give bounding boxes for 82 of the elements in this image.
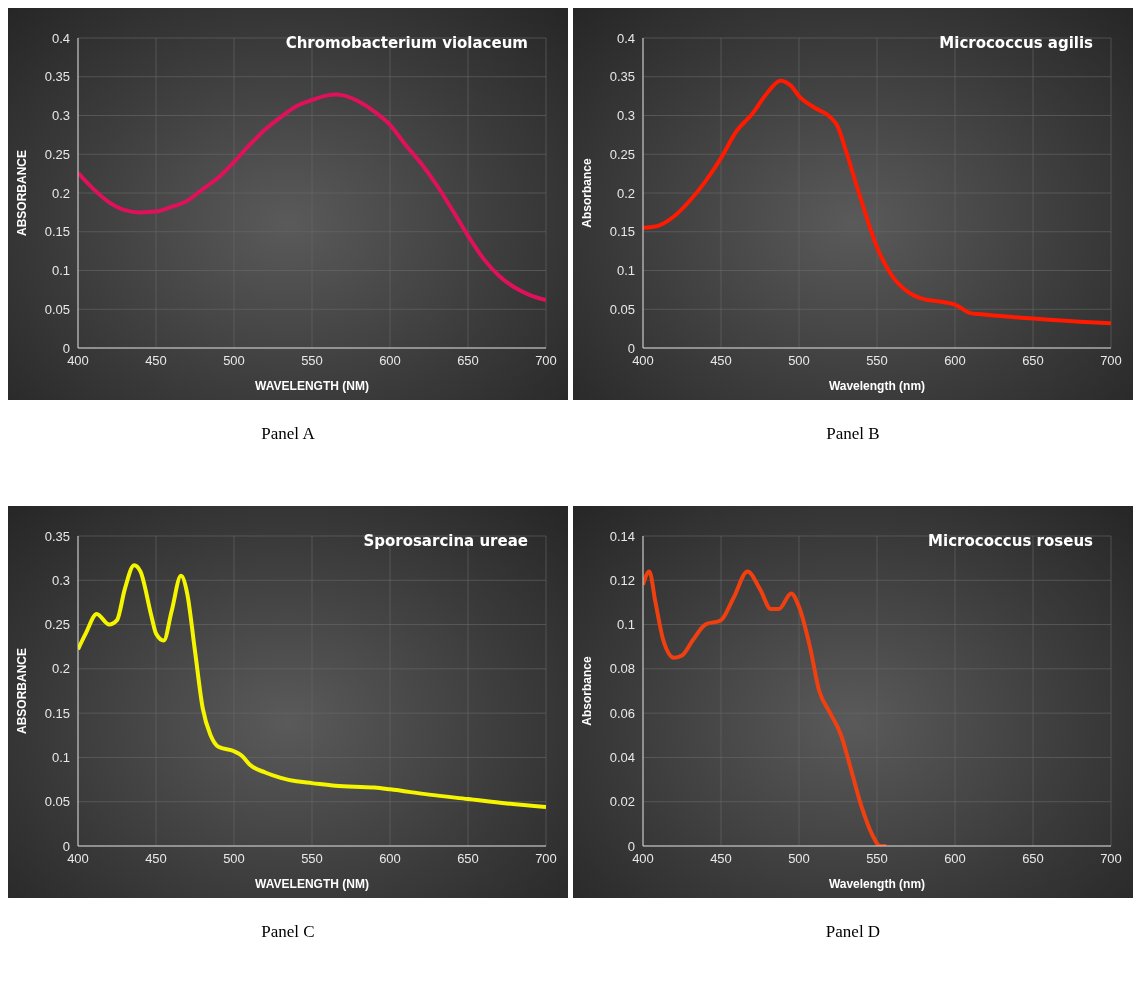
y-tick-label: 0.4 <box>616 30 635 46</box>
y-tick-label: 0.05 <box>44 301 70 317</box>
x-tick-label: 700 <box>1100 353 1122 369</box>
x-tick-label: 650 <box>1022 353 1044 369</box>
y-axis-title: ABSORBANCE <box>15 647 30 735</box>
x-tick-label: 450 <box>710 851 732 867</box>
y-tick-label: 0.25 <box>44 617 70 633</box>
x-tick-label: 600 <box>379 851 401 867</box>
x-tick-label: 650 <box>457 851 479 867</box>
line-series <box>78 92 546 302</box>
x-tick-label: 550 <box>866 851 888 867</box>
x-tick-label: 600 <box>944 851 966 867</box>
x-tick-label: 400 <box>632 353 654 369</box>
y-tick-label: 0.1 <box>51 263 70 279</box>
y-tick-label: 0.25 <box>609 146 635 162</box>
text: Panel A <box>260 424 316 444</box>
line-series <box>643 78 1111 326</box>
line-series <box>78 563 546 810</box>
text: Panel C <box>260 922 316 942</box>
y-tick-label: 0.1 <box>51 750 70 766</box>
x-tick-label: 500 <box>788 851 810 867</box>
y-tick-label: 0.04 <box>609 750 635 766</box>
x-tick-label: 700 <box>535 353 557 369</box>
chart-title: Chromobacterium violaceum <box>285 34 528 52</box>
y-tick-label: 0.08 <box>609 661 635 677</box>
y-tick-label: 0.3 <box>51 572 70 588</box>
chart-title: Sporosarcina ureae <box>363 532 528 550</box>
x-tick-label: 400 <box>632 851 654 867</box>
y-tick-label: 0.05 <box>44 794 70 810</box>
y-tick-label: 0.3 <box>616 108 635 124</box>
y-tick-label: 0 <box>62 340 70 356</box>
x-tick-label: 400 <box>67 851 89 867</box>
y-tick-label: 0.2 <box>616 185 635 201</box>
chart-title: Micrococcus roseus <box>928 532 1093 550</box>
x-axis-title: Wavelength (nm) <box>828 877 926 891</box>
x-tick-label: 500 <box>223 353 245 369</box>
text: Panel B <box>825 424 881 444</box>
x-tick-label: 700 <box>535 851 557 867</box>
x-tick-label: 700 <box>1100 851 1122 867</box>
x-tick-label: 550 <box>301 851 323 867</box>
x-tick-label: 450 <box>145 851 167 867</box>
y-tick-label: 0.02 <box>609 794 635 810</box>
chart-title: Micrococcus agilis <box>939 34 1093 52</box>
y-tick-label: 0.35 <box>609 69 635 85</box>
x-tick-label: 650 <box>1022 851 1044 867</box>
y-axis-title: ABSORBANCE <box>15 149 30 237</box>
y-tick-label: 0.06 <box>609 705 635 721</box>
x-tick-label: 600 <box>379 353 401 369</box>
x-tick-label: 550 <box>301 353 323 369</box>
y-tick-label: 0.4 <box>51 30 70 46</box>
y-tick-label: 0.14 <box>609 528 635 544</box>
x-tick-label: 500 <box>788 353 810 369</box>
y-tick-label: 0.1 <box>616 617 635 633</box>
x-tick-label: 650 <box>457 353 479 369</box>
y-tick-label: 0.15 <box>609 224 635 240</box>
y-tick-label: 0.2 <box>51 661 70 677</box>
x-axis-title: WAVELENGTH (NM) <box>255 379 369 393</box>
x-tick-label: 450 <box>710 353 732 369</box>
y-axis-title: Absorbance <box>580 656 595 726</box>
y-tick-label: 0.3 <box>51 108 70 124</box>
x-tick-label: 500 <box>223 851 245 867</box>
y-tick-label: 0.15 <box>44 224 70 240</box>
x-tick-label: 450 <box>145 353 167 369</box>
y-tick-label: 0 <box>627 340 635 356</box>
y-tick-label: 0 <box>62 838 70 854</box>
y-tick-label: 0.35 <box>44 69 70 85</box>
x-tick-label: 600 <box>944 353 966 369</box>
y-axis-title: Absorbance <box>580 158 595 228</box>
x-axis-title: Wavelength (nm) <box>828 379 926 393</box>
y-tick-label: 0.12 <box>609 572 635 588</box>
x-axis-title: WAVELENGTH (NM) <box>255 877 369 891</box>
y-tick-label: 0.05 <box>609 301 635 317</box>
y-tick-label: 0 <box>627 838 635 854</box>
text: Panel D <box>824 922 882 942</box>
y-tick-label: 0.15 <box>44 705 70 721</box>
line-series <box>643 569 889 846</box>
y-tick-label: 0.25 <box>44 146 70 162</box>
y-tick-label: 0.1 <box>616 263 635 279</box>
y-tick-label: 0.2 <box>51 185 70 201</box>
x-tick-label: 550 <box>866 353 888 369</box>
x-tick-label: 400 <box>67 353 89 369</box>
y-tick-label: 0.35 <box>44 528 70 544</box>
